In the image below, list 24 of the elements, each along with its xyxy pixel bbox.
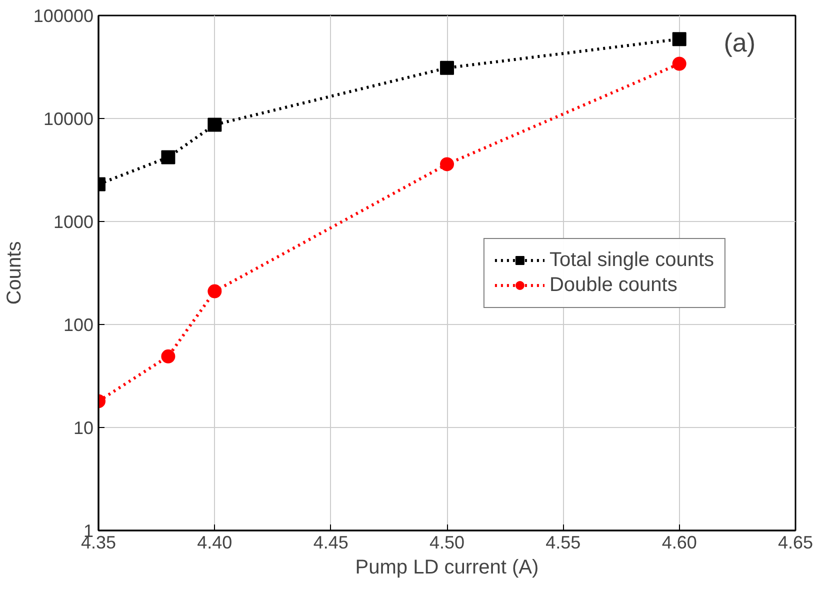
x-tick-label: 4.45: [313, 532, 348, 552]
point: [161, 349, 176, 364]
y-tick-label: 100: [63, 315, 94, 335]
point: [161, 150, 176, 164]
y-tick-label: 100000: [33, 6, 94, 26]
y-axis-title: Counts: [3, 241, 26, 305]
point: [440, 157, 454, 172]
y-tick-label: 10000: [43, 109, 94, 129]
point: [440, 60, 454, 75]
point: [208, 118, 222, 132]
x-tick-label: 4.50: [429, 532, 465, 552]
y-tick-label: 1000: [53, 212, 94, 232]
x-tick-label: 4.65: [778, 532, 814, 552]
point: [208, 284, 222, 298]
y-tick-label: 10: [73, 418, 94, 438]
point: [672, 56, 686, 71]
legend-label: Double counts: [549, 274, 678, 296]
x-axis-title: Pump LD current (A): [355, 556, 539, 578]
point: [672, 32, 686, 46]
x-tick-label: 4.55: [546, 532, 581, 552]
x-tick-label: 4.60: [662, 532, 697, 552]
x-tick-label: 4.40: [197, 532, 232, 552]
legend-label: Total single counts: [549, 248, 714, 272]
annotation: (a): [724, 28, 756, 58]
